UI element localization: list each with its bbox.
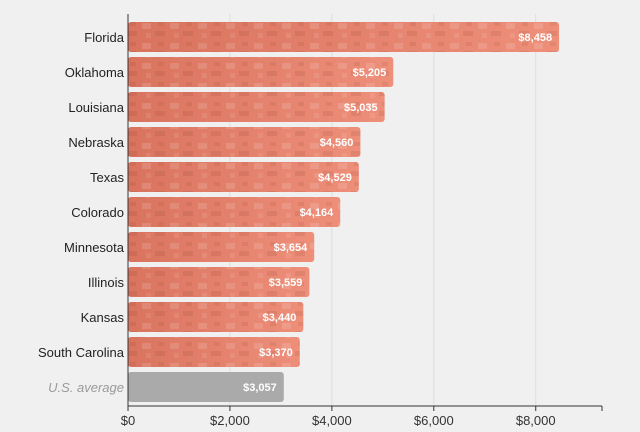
bars: $8,458 $5,205 $5,035 $4,560 $4,529 $4,164 $3,6… [128,22,560,402]
x-tick-label: $0 [121,413,135,428]
category-label: Louisiana [68,100,124,115]
value-label: $3,370 [259,347,293,359]
category-label: Colorado [71,205,124,220]
category-label: Florida [84,30,125,45]
value-label: $4,164 [300,207,335,219]
x-tick-label: $4,000 [312,413,352,428]
value-label: $5,035 [344,102,378,114]
bar-texture [128,197,341,227]
bar-texture [128,302,304,332]
bar-us-average [128,372,284,402]
bar-texture [128,127,361,157]
category-label: Texas [90,170,124,185]
value-label: $3,654 [274,242,309,254]
bar-texture [128,57,394,87]
axes: Florida Oklahoma Louisiana Nebraska Texas Col… [38,14,603,428]
x-tick-label: $2,000 [210,413,250,428]
value-label: $3,440 [263,312,297,324]
bar-texture [128,162,359,192]
x-tick-label: $6,000 [414,413,454,428]
value-label: $3,559 [269,277,303,289]
bar-texture [128,337,300,367]
value-label: $8,458 [518,32,552,44]
category-label: Minnesota [64,240,125,255]
value-label: $4,529 [318,172,352,184]
bar-texture [128,232,315,262]
category-label: Kansas [81,310,125,325]
value-label: $5,205 [353,67,387,79]
bar-texture [128,92,385,122]
value-label: $3,057 [243,382,277,394]
category-label: South Carolina [38,345,125,360]
bar-texture [128,22,560,52]
category-label: Illinois [88,275,125,290]
bar-texture [128,267,310,297]
category-label: Nebraska [68,135,124,150]
category-label: Oklahoma [65,65,125,80]
category-label: U.S. average [48,380,124,395]
x-tick-label: $8,000 [516,413,556,428]
value-label: $4,560 [320,137,354,149]
